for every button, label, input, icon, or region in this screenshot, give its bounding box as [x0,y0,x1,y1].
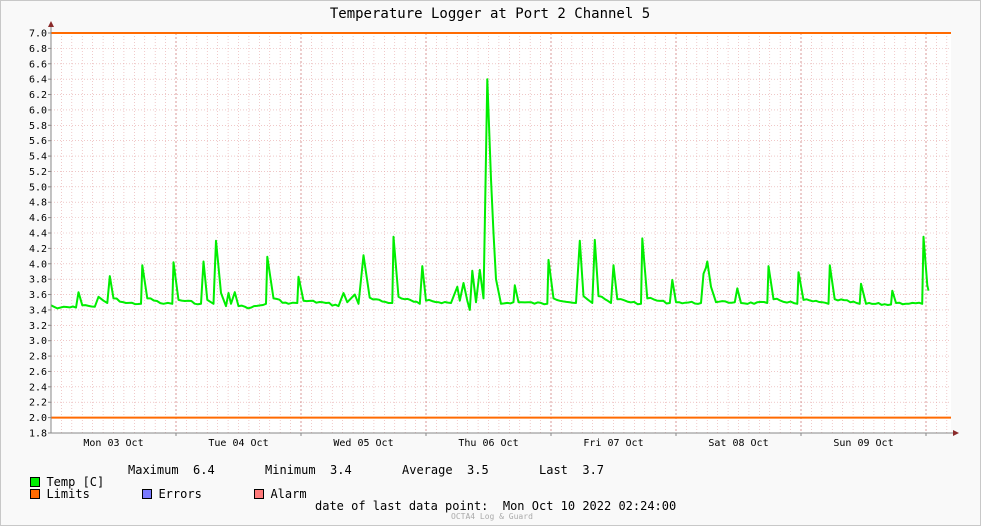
y-tick-label: 3.2 [29,321,47,332]
alarm-label: Alarm [270,487,307,501]
alarm-swatch [254,489,265,499]
limit-lines [51,32,951,419]
legend-errors: Errors [128,476,202,500]
y-tick-label: 6.0 [29,105,47,116]
y-tick-label: 6.4 [29,75,47,86]
series-layer [50,78,930,311]
y-tick-label: 3.4 [29,305,47,316]
minimum-label: Minimum [265,463,316,477]
legend-minimum: Minimum 3.4 [265,464,352,476]
limits-swatch [30,489,41,499]
x-tick-label: Wed 05 Oct [333,438,393,449]
axes [48,21,959,436]
legend-average: Average 3.5 [402,464,489,476]
last-value: 3.7 [582,463,605,477]
y-tick-label: 6.8 [29,44,47,55]
y-tick-label: 2.2 [29,398,47,409]
errors-swatch [142,489,153,499]
y-tick-label: 3.6 [29,290,47,301]
y-tick-label: 2.0 [29,413,47,424]
maximum-label: Maximum [128,463,179,477]
x-tick-label: Fri 07 Oct [583,438,643,449]
y-tick-label: 6.6 [29,59,47,70]
x-tick-label: Mon 03 Oct [83,438,143,449]
y-tick-label: 5.2 [29,167,47,178]
last-point-value: Mon Oct 10 2022 02:24:00 [502,499,677,513]
legend-limits: Limits [16,476,90,500]
minimum-value: 3.4 [330,463,352,477]
errors-label: Errors [158,487,202,501]
y-tick-label: 1.8 [29,429,47,440]
last-point-label: date of last data point: [315,499,489,513]
average-value: 3.5 [467,463,489,477]
x-tick-labels: Mon 03 Oct Tue 04 Oct Wed 05 Oct Thu 06 Oct… [83,438,893,449]
y-tick-label: 4.2 [29,244,47,255]
x-tick-label: Sat 08 Oct [708,438,768,449]
y-tick-label: 4.6 [29,213,47,224]
last-label: Last [539,463,568,477]
legend-alarm: Alarm [240,476,307,500]
legend-temp-label: Temp [C] [46,475,105,489]
y-tick-label: 4.4 [29,229,47,240]
x-tick-label: Thu 06 Oct [458,438,518,449]
legend-last: Last 3.7 [539,464,604,476]
temperature-chart: Temperature Logger at Port 2 Channel 5 1… [29,6,959,449]
x-tick-label: Tue 04 Oct [208,438,268,449]
y-tick-label: 2.8 [29,352,47,363]
y-tick-label: 5.4 [29,152,47,163]
y-tick-label: 5.0 [29,182,47,193]
x-axis-arrow [953,430,959,436]
chart-title: Temperature Logger at Port 2 Channel 5 [330,6,650,22]
y-axis-arrow [48,21,54,27]
y-tick-label: 7.0 [29,29,47,40]
legend-maximum: Maximum 6.4 [128,464,215,476]
legend-row-1: Temp [C] [16,464,104,488]
y-tick-label: 4.8 [29,198,47,209]
limits-label: Limits [46,487,90,501]
y-tick-label: 5.8 [29,121,47,132]
y-tick-labels: 1.8 2.0 2.2 2.4 2.6 2.8 3.0 3.2 3.4 3.6 3.8 4.0 4.2 4… [29,29,47,440]
y-tick-label: 3.0 [29,336,47,347]
temp-swatch [30,477,41,487]
maximum-value: 6.4 [193,463,215,477]
y-tick-label: 2.4 [29,382,47,393]
grid [51,32,951,434]
temp-series-line [50,78,930,311]
watermark: OCTA4 Log & Guard [451,512,533,521]
y-tick-label: 2.6 [29,367,47,378]
last-data-point: date of last data point: Mon Oct 10 2022… [315,499,676,513]
y-tick-label: 3.8 [29,275,47,286]
y-tick-label: 6.2 [29,90,47,101]
y-tick-label: 5.6 [29,136,47,147]
y-tick-label: 4.0 [29,259,47,270]
x-tick-label: Sun 09 Oct [833,438,893,449]
average-label: Average [402,463,453,477]
